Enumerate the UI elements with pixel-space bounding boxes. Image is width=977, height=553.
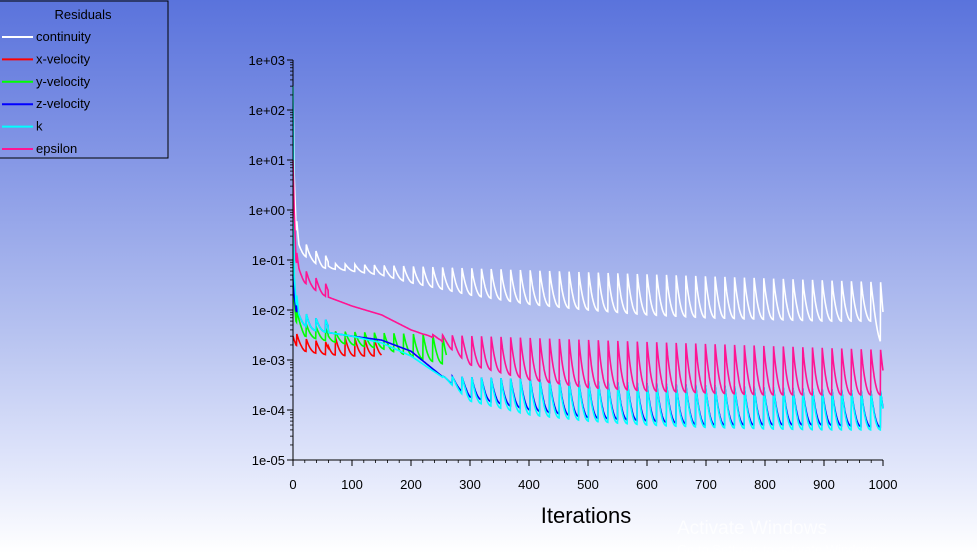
y-tick-label: 1e+01 <box>248 153 285 168</box>
series-line-y-velocity <box>292 286 448 365</box>
activate-windows-subtitle: Go to Settings to activate Windows. <box>677 542 883 553</box>
x-tick-label: 300 <box>459 477 481 492</box>
y-tick-label: 1e+02 <box>248 103 285 118</box>
y-tick-label: 1e-01 <box>252 253 285 268</box>
legend-label-z-velocity: z-velocity <box>36 96 91 111</box>
x-tick-label: 200 <box>400 477 422 492</box>
x-tick-label: 700 <box>695 477 717 492</box>
y-tick-label: 1e-04 <box>252 403 285 418</box>
x-tick-label: 800 <box>754 477 776 492</box>
legend-label-k: k <box>36 119 43 134</box>
x-axis-title: Iterations <box>541 503 632 528</box>
x-tick-label: 100 <box>341 477 363 492</box>
legend-title: Residuals <box>54 7 112 22</box>
x-tick-label: 0 <box>289 477 296 492</box>
series-curves <box>292 86 884 432</box>
legend-label-x-velocity: x-velocity <box>36 51 91 66</box>
series-line-k <box>292 86 884 432</box>
legend-label-continuity: continuity <box>36 29 91 44</box>
y-tick-label: 1e+03 <box>248 53 285 68</box>
series-line-epsilon <box>292 159 884 397</box>
x-tick-label: 400 <box>518 477 540 492</box>
x-tick-label: 500 <box>577 477 599 492</box>
y-tick-label: 1e+00 <box>248 203 285 218</box>
series-line-x-velocity <box>292 333 383 357</box>
y-tick-label: 1e-02 <box>252 303 285 318</box>
series-line-continuity <box>292 86 884 342</box>
chart-axes: 1e+03 1e+02 1e+01 1e+00 1e-01 1e-02 1e-03 1e-04… <box>248 53 897 492</box>
legend-label-y-velocity: y-velocity <box>36 74 91 89</box>
legend: Residuals continuity x-velocity y-velocity z… <box>0 0 169 159</box>
x-tick-label: 1000 <box>869 477 898 492</box>
legend-box <box>0 0 169 159</box>
x-tick-label: 900 <box>813 477 835 492</box>
legend-label-epsilon: epsilon <box>36 141 77 156</box>
activate-windows-title: Activate Windows <box>677 518 827 539</box>
x-tick-label: 600 <box>636 477 658 492</box>
y-tick-label: 1e-05 <box>252 453 285 468</box>
y-tick-label: 1e-03 <box>252 353 285 368</box>
